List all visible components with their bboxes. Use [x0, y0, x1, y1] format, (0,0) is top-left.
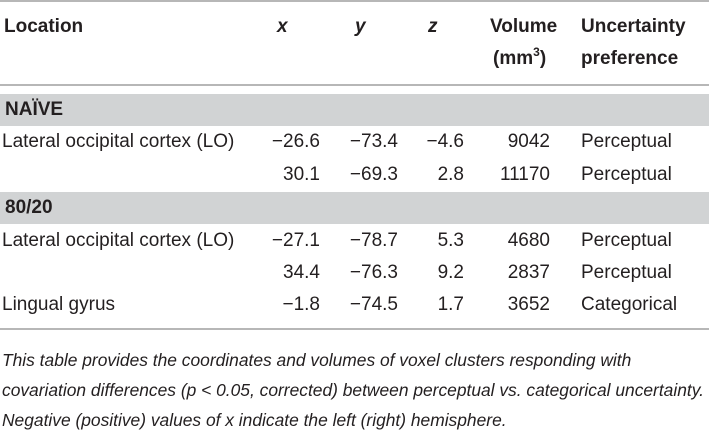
cell-volume: 9042: [507, 131, 550, 152]
cell-z: 2.8: [437, 164, 464, 185]
header-uncertainty-line1: Uncertainty: [581, 16, 686, 37]
cell-preference: Perceptual: [581, 230, 672, 251]
cell-z: 1.7: [437, 294, 464, 315]
group-label: 80/20: [5, 197, 53, 218]
cell-volume: 4680: [507, 230, 550, 251]
cell-preference: Categorical: [581, 294, 678, 315]
group-band-80-20: 80/20: [0, 192, 709, 224]
cell-z: −4.6: [426, 131, 464, 152]
table-bottom-rule: [0, 328, 709, 330]
cell-x: −26.6: [271, 131, 320, 152]
cell-y: −78.7: [349, 230, 398, 251]
cell-y: −76.3: [349, 262, 398, 283]
cell-z: 5.3: [437, 230, 464, 251]
header-y: y: [355, 16, 366, 37]
header-x: x: [277, 16, 288, 37]
cell-z: 9.2: [437, 262, 464, 283]
cell-volume: 3652: [507, 294, 550, 315]
header-location: Location: [4, 16, 84, 37]
header-volume-line1: Volume: [490, 16, 558, 37]
cell-preference: Perceptual: [581, 164, 672, 185]
header-volume-line2: (mm3): [493, 45, 547, 69]
cell-y: −74.5: [349, 294, 398, 315]
table-top-rule: [0, 0, 709, 2]
header-rule: [0, 84, 709, 86]
group-band-naive: NAÏVE: [0, 94, 709, 126]
cell-x: −27.1: [271, 230, 320, 251]
cell-x: 34.4: [283, 262, 320, 283]
cell-volume: 11170: [499, 164, 550, 185]
cell-y: −69.3: [349, 164, 398, 185]
header-z: z: [428, 16, 438, 37]
cell-preference: Perceptual: [581, 131, 672, 152]
cell-location: Lateral occipital cortex (LO): [2, 230, 235, 251]
group-label: NAÏVE: [5, 99, 64, 120]
cell-location: Lateral occipital cortex (LO): [2, 131, 235, 152]
cell-preference: Perceptual: [581, 262, 672, 283]
cell-x: −1.8: [282, 294, 320, 315]
cell-location: Lingual gyrus: [2, 294, 116, 315]
cell-volume: 2837: [507, 262, 550, 283]
table-footnote: This table provides the coordinates and …: [2, 350, 704, 430]
header-uncertainty-line2: preference: [581, 48, 679, 69]
cell-y: −73.4: [349, 131, 398, 152]
cell-x: 30.1: [283, 164, 320, 185]
